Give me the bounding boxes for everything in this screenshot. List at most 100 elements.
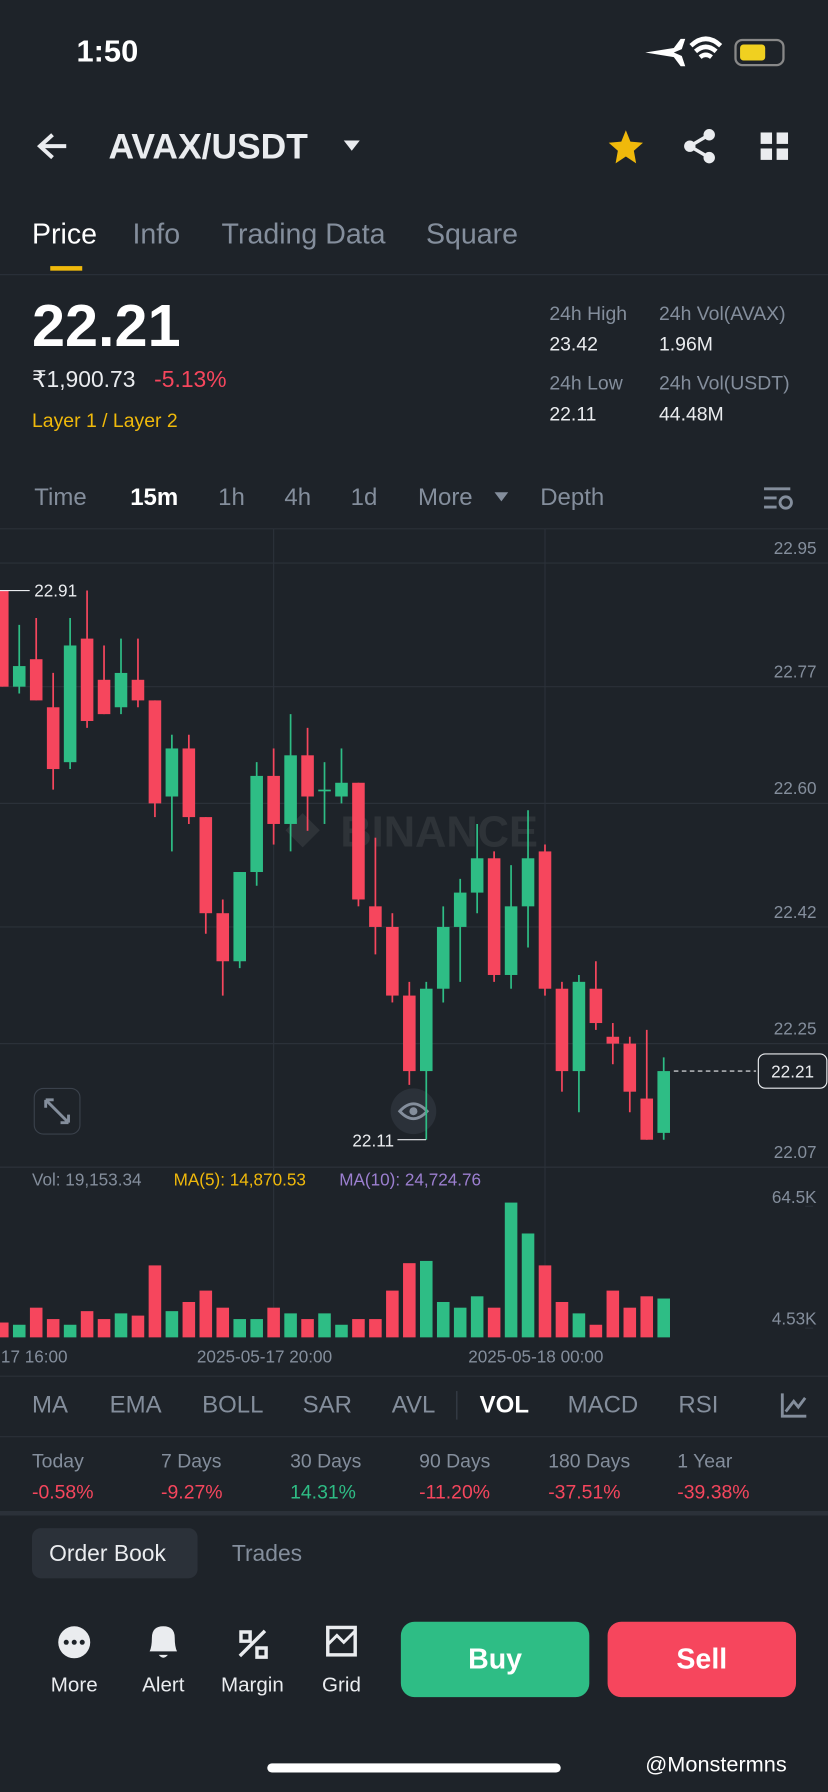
- indicator-tab[interactable]: AVL: [391, 1392, 436, 1419]
- battery-icon: [734, 38, 785, 67]
- period-label: 30 Days: [290, 1450, 362, 1473]
- order-book-tab[interactable]: Order Book: [49, 1541, 166, 1567]
- volume-bar: [80, 1311, 94, 1338]
- candle-body: [623, 1043, 637, 1092]
- interval[interactable]: 1h: [218, 484, 245, 511]
- volume-bar: [114, 1313, 128, 1338]
- tab[interactable]: Square: [425, 218, 519, 251]
- volume-bar: [436, 1301, 450, 1338]
- action-label[interactable]: Margin: [220, 1673, 284, 1696]
- wifi-icon: [689, 36, 723, 59]
- status-time: 1:50: [76, 34, 139, 69]
- more-caret[interactable]: [494, 492, 509, 502]
- candle-body: [386, 926, 399, 996]
- sell-label[interactable]: Sell: [676, 1643, 728, 1676]
- tab[interactable]: Price: [31, 218, 98, 251]
- interval[interactable]: Depth: [540, 484, 605, 511]
- indicator-tab[interactable]: RSI: [678, 1392, 719, 1419]
- watermark: @Monstermns: [645, 1753, 787, 1778]
- period-change: -39.38%: [677, 1481, 750, 1503]
- favorite-icon[interactable]: [608, 130, 643, 164]
- last-price: 22.21: [31, 293, 181, 360]
- period-label: Today: [31, 1450, 84, 1473]
- sell-button[interactable]: [607, 1621, 797, 1698]
- stat-label: 24h Vol(AVAX): [658, 302, 786, 325]
- candle-body: [369, 906, 382, 927]
- candle-body: [555, 988, 569, 1072]
- eye-pupil: [409, 1107, 418, 1116]
- back-icon[interactable]: [37, 133, 67, 160]
- indicator-tab[interactable]: SAR: [302, 1392, 352, 1419]
- volume-bar: [369, 1319, 382, 1338]
- tab-indicator: [50, 266, 83, 271]
- high-label: 22.91: [34, 580, 77, 600]
- interval[interactable]: 4h: [284, 484, 312, 511]
- tab[interactable]: Trading Data: [221, 218, 386, 251]
- interval[interactable]: Time: [34, 484, 87, 511]
- candle-body: [538, 851, 552, 989]
- interval[interactable]: More: [417, 484, 473, 511]
- volume-bar: [538, 1265, 552, 1338]
- interval[interactable]: 15m: [130, 484, 179, 511]
- buy-button[interactable]: [400, 1621, 590, 1698]
- y-tick-label: 22.07: [774, 1142, 817, 1162]
- x-tick-label: 17 16:00: [1, 1346, 68, 1366]
- action-icons: [58, 1625, 357, 1659]
- volume-bar: [97, 1319, 111, 1338]
- volume-bar: [470, 1296, 484, 1338]
- volume-bar: [199, 1290, 213, 1338]
- indicator-tab[interactable]: MA: [31, 1392, 68, 1419]
- period-change: 14.31%: [290, 1481, 356, 1503]
- indicator-tab[interactable]: VOL: [479, 1392, 529, 1419]
- y-tick-label: 22.95: [774, 538, 817, 558]
- vol-tick-label: 64.5K: [772, 1187, 817, 1207]
- candle-body: [504, 906, 518, 975]
- status-icons: [645, 36, 785, 67]
- chart-type-icon[interactable]: [780, 1393, 807, 1418]
- chart-settings-icon[interactable]: [764, 487, 793, 510]
- layout-icon[interactable]: [760, 132, 789, 160]
- volume-bar: [352, 1319, 365, 1338]
- volume-bar: [555, 1301, 569, 1338]
- low-label: 22.11: [352, 1131, 394, 1151]
- pair-caret[interactable]: [343, 140, 360, 151]
- volume-bar: [521, 1233, 535, 1338]
- tags[interactable]: Layer 1 / Layer 2: [31, 410, 178, 432]
- trades-tab[interactable]: Trades: [231, 1541, 303, 1567]
- candle-body: [0, 590, 9, 687]
- order-book-tab-bg[interactable]: [31, 1528, 198, 1579]
- battery-level: [740, 44, 766, 61]
- last-price-box: [757, 1053, 828, 1089]
- candle-body: [63, 645, 77, 763]
- interval[interactable]: 1d: [350, 484, 378, 511]
- buy-label[interactable]: Buy: [468, 1643, 523, 1676]
- volume-bar: [453, 1307, 467, 1338]
- candle-body: [572, 981, 586, 1072]
- divider: [0, 274, 828, 276]
- candle-body: [114, 672, 128, 708]
- action-label[interactable]: Alert: [142, 1673, 185, 1696]
- y-tick-label: 22.77: [774, 662, 817, 682]
- indicator-tab[interactable]: MACD: [567, 1392, 639, 1419]
- candle-body: [165, 748, 179, 797]
- candle-body: [453, 892, 467, 927]
- pair-title[interactable]: AVAX/USDT: [108, 126, 308, 167]
- period-label: 180 Days: [548, 1450, 631, 1473]
- candle-body: [403, 995, 416, 1072]
- action-label[interactable]: More: [50, 1673, 98, 1696]
- y-tick-label: 22.25: [774, 1018, 817, 1038]
- action-label[interactable]: Grid: [322, 1673, 361, 1696]
- indicator-tab[interactable]: BOLL: [202, 1392, 264, 1419]
- volume-bar: [606, 1290, 620, 1338]
- period-change: -9.27%: [161, 1481, 223, 1503]
- candle-body: [12, 666, 26, 687]
- expand-icon: [44, 1098, 70, 1125]
- indicator-tab[interactable]: EMA: [109, 1392, 162, 1419]
- share-icon[interactable]: [684, 129, 715, 164]
- tab[interactable]: Info: [132, 218, 181, 251]
- candle-body: [46, 707, 60, 770]
- volume-bar: [589, 1324, 603, 1338]
- watermark-logo: BINANCE: [285, 808, 538, 856]
- vol-tick-label: 4.53K: [772, 1309, 817, 1329]
